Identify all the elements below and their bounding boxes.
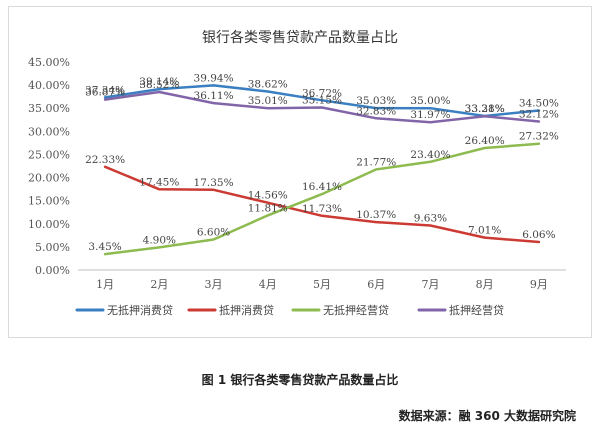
data-label: 32.12% (519, 109, 559, 121)
data-label: 23.40% (410, 149, 450, 161)
data-label: 22.33% (85, 154, 125, 166)
data-label: 35.15% (302, 95, 342, 107)
x-tick-label: 5月 (313, 278, 331, 291)
data-label: 9.63% (414, 212, 447, 224)
series-line (103, 142, 541, 256)
data-label: 36.87% (85, 87, 125, 99)
data-label: 31.97% (410, 109, 450, 121)
data-label: 35.01% (248, 95, 288, 107)
data-label: 39.14% (139, 76, 179, 88)
series-line (103, 90, 541, 124)
data-label: 10.37% (356, 209, 396, 221)
data-label: 38.62% (248, 78, 288, 90)
x-tick-label: 4月 (259, 278, 277, 291)
x-tick-label: 7月 (421, 278, 439, 291)
data-label: 17.45% (139, 176, 179, 188)
data-source-note: 数据来源：融 360 大数据研究院 (398, 409, 576, 423)
data-label: 37.34% (85, 84, 125, 96)
data-label: 35.00% (410, 95, 450, 107)
y-tick-label: 25.00% (28, 148, 70, 161)
chart-frame (8, 6, 592, 338)
x-tick-label: 3月 (205, 278, 223, 291)
data-label: 11.81% (248, 202, 288, 214)
data-label: 11.73% (302, 203, 342, 215)
y-tick-label: 40.00% (28, 79, 70, 92)
line-chart: 银行各类零售贷款产品数量占比 0.00% 5.00% 10.00% 15.00% 20.0… (28, 30, 566, 317)
y-tick-label: 30.00% (28, 125, 70, 138)
data-label: 39.94% (194, 72, 234, 84)
legend-label: 抵押经营贷 (449, 303, 504, 317)
data-label: 7.01% (468, 225, 501, 237)
data-label: 21.77% (356, 156, 396, 168)
data-label: 3.45% (88, 241, 121, 253)
x-tick-label: 1月 (96, 278, 114, 291)
figure-caption: 图 1 银行各类零售贷款产品数量占比 (201, 373, 399, 387)
data-label: 33.31% (465, 103, 505, 115)
y-tick-label: 10.00% (28, 218, 70, 231)
data-label: 6.60% (197, 226, 230, 238)
y-tick-label: 45.00% (28, 56, 70, 69)
data-label: 38.52% (139, 79, 179, 91)
data-label: 26.40% (465, 135, 505, 147)
data-label: 6.06% (522, 229, 555, 241)
chart-title: 银行各类零售贷款产品数量占比 (202, 30, 398, 46)
y-tick-label: 35.00% (28, 102, 70, 115)
y-tick-label: 5.00% (35, 241, 70, 254)
data-label: 35.03% (356, 95, 396, 107)
data-label: 14.56% (248, 190, 288, 202)
data-label: 36.11% (194, 90, 234, 102)
x-tick-label: 8月 (476, 278, 494, 291)
series-line (103, 84, 541, 118)
x-tick-label: 9月 (530, 278, 548, 291)
data-label: 17.35% (194, 177, 234, 189)
data-label: 4.90% (143, 234, 176, 246)
data-label: 16.41% (302, 181, 342, 193)
legend-label: 抵押消费贷 (219, 303, 274, 317)
legend-label: 无抵押消费贷 (107, 303, 173, 317)
x-tick-label: 6月 (367, 278, 385, 291)
series-line (103, 165, 541, 244)
legend-label: 无抵押经营贷 (323, 303, 389, 317)
y-tick-label: 20.00% (28, 172, 70, 185)
y-tick-label: 0.00% (35, 264, 70, 277)
data-label: 27.32% (519, 131, 559, 143)
data-label: 36.72% (302, 87, 342, 99)
x-tick-label: 2月 (150, 278, 168, 291)
data-label: 34.50% (519, 98, 559, 110)
data-label: 33.28% (465, 103, 505, 115)
data-label: 32.83% (356, 105, 396, 117)
y-tick-label: 15.00% (28, 195, 70, 208)
